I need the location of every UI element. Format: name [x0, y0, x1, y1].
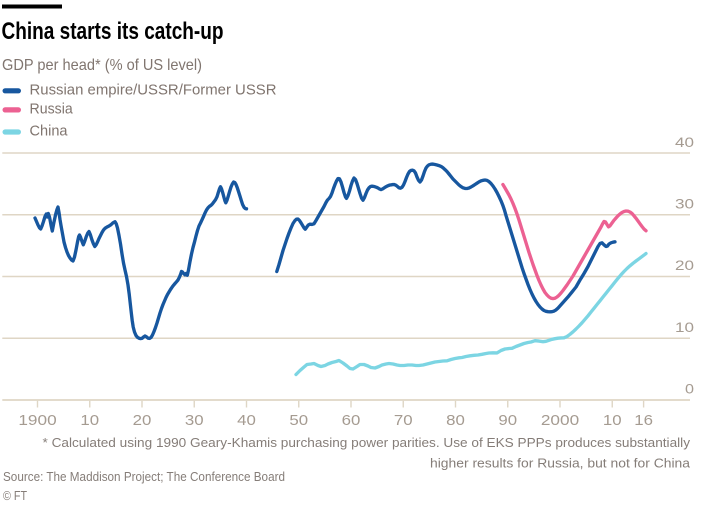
svg-text:2000: 2000 [541, 412, 579, 429]
svg-text:30: 30 [675, 195, 694, 211]
svg-text:1900: 1900 [18, 412, 56, 429]
svg-text:20: 20 [133, 412, 152, 429]
svg-text:40: 40 [237, 412, 256, 429]
svg-text:10: 10 [603, 412, 622, 429]
svg-text:70: 70 [394, 412, 413, 429]
svg-text:60: 60 [342, 412, 361, 429]
svg-text:0: 0 [685, 381, 694, 397]
svg-text:16: 16 [634, 412, 653, 429]
svg-text:90: 90 [498, 412, 517, 429]
svg-text:80: 80 [446, 412, 465, 429]
svg-text:Source: The Maddison Project;: Source: The Maddison Project; The Confer… [3, 469, 285, 484]
svg-text:20: 20 [675, 257, 694, 273]
svg-text:* Calculated using 1990 Geary-: * Calculated using 1990 Geary-Khamis pur… [43, 435, 691, 450]
svg-text:Russian empire/USSR/Former USS: Russian empire/USSR/Former USSR [30, 83, 277, 99]
svg-text:30: 30 [185, 412, 204, 429]
svg-text:GDP per head* (% of US level): GDP per head* (% of US level) [2, 57, 202, 74]
svg-text:Russia: Russia [30, 102, 74, 118]
svg-text:50: 50 [289, 412, 308, 429]
svg-text:China starts its catch-up: China starts its catch-up [2, 18, 224, 45]
svg-text:10: 10 [80, 412, 99, 429]
svg-text:10: 10 [675, 319, 694, 335]
svg-text:40: 40 [675, 134, 694, 150]
svg-text:© FT: © FT [3, 488, 27, 503]
svg-text:higher results for Russia, but: higher results for Russia, but not for C… [430, 456, 691, 471]
svg-text:China: China [30, 124, 69, 140]
